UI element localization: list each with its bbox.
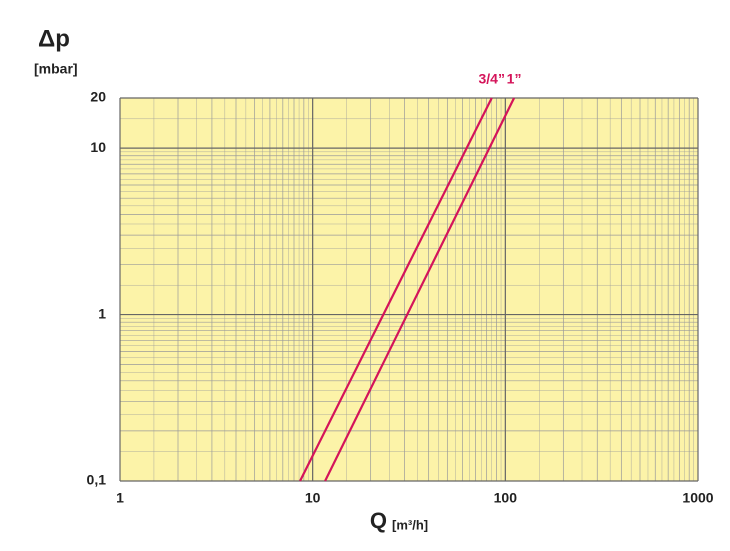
plot-area (120, 98, 698, 481)
x-tick-label: 1 (116, 490, 124, 506)
series-label: 3/4” (479, 71, 505, 87)
y-tick-label: 1 (98, 305, 106, 321)
x-label: Q (370, 508, 387, 533)
y-tick-label: 10 (90, 139, 106, 155)
series-line (299, 97, 493, 482)
series-line (324, 97, 516, 482)
y-label: Δp (38, 25, 70, 52)
x-tick-label: 1000 (682, 490, 713, 506)
y-tick-label: 20 (90, 89, 106, 105)
y-tick-label: 0,1 (87, 472, 107, 488)
x-unit: [m³/h] (392, 517, 428, 532)
x-tick-label: 10 (305, 490, 321, 506)
x-tick-label: 100 (494, 490, 518, 506)
series-label: 1” (507, 71, 522, 87)
y-unit: [mbar] (34, 61, 78, 77)
